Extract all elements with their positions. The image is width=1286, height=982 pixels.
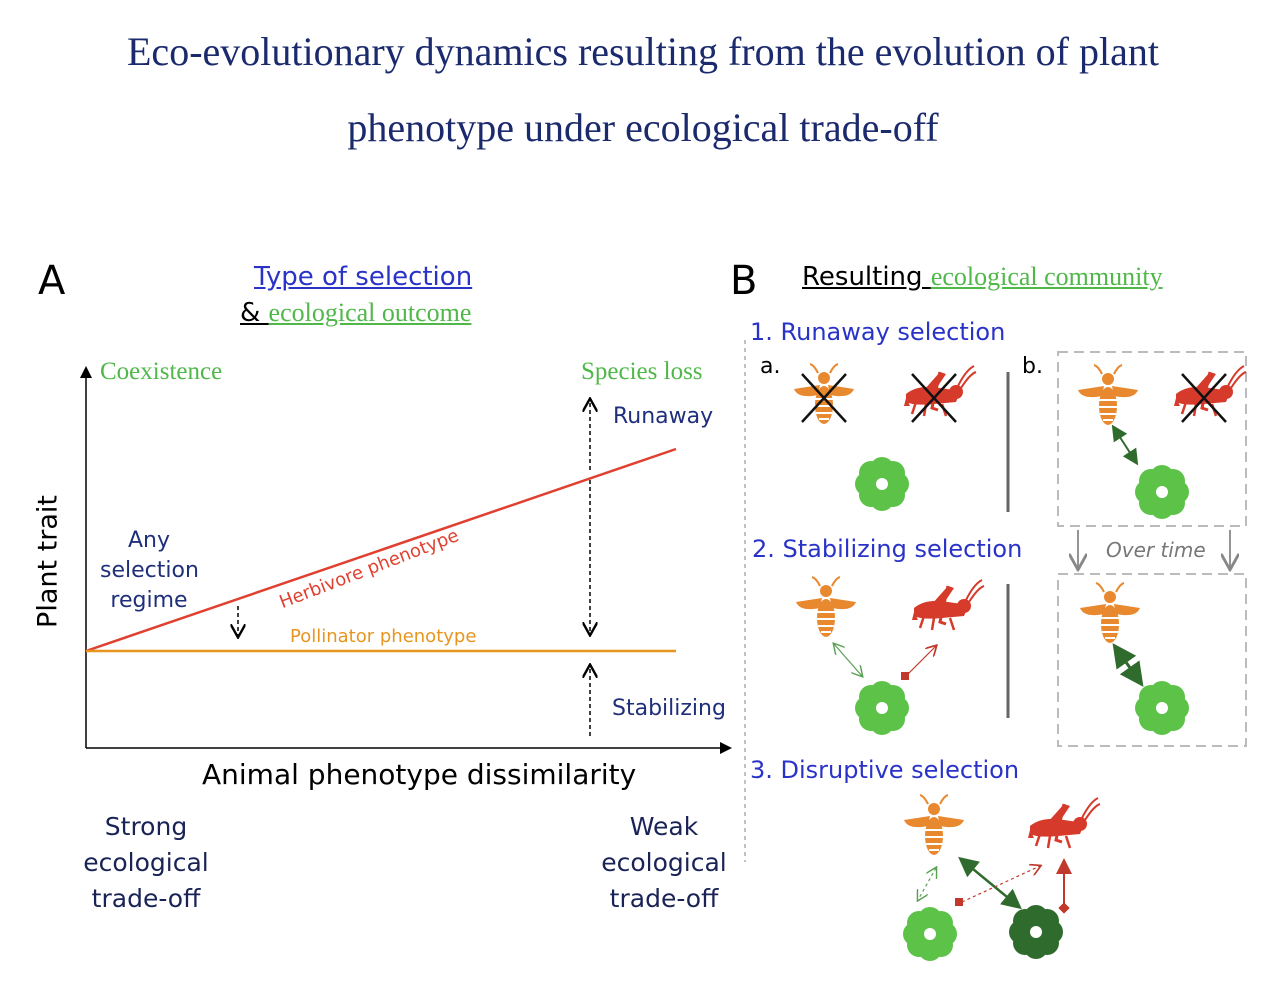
bee-icon bbox=[793, 363, 855, 425]
heading-community: ecological community bbox=[930, 262, 1163, 291]
any-regime-line1: Any bbox=[127, 528, 170, 553]
any-regime-line3: regime bbox=[110, 588, 188, 613]
any-regime-line2: selection bbox=[100, 558, 199, 583]
interaction-arrow bbox=[958, 856, 1022, 910]
flower-icon bbox=[855, 681, 909, 735]
stabilizing-selection-heading: 2. Stabilizing selection bbox=[752, 535, 1023, 563]
figure-title-line2: phenotype under ecological trade-off bbox=[347, 105, 939, 150]
species-loss-label: Species loss bbox=[581, 358, 703, 385]
grasshopper-icon bbox=[1026, 796, 1102, 850]
herbivory-arrow bbox=[961, 866, 1040, 903]
strong-tradeoff-line1: Strong bbox=[104, 812, 188, 841]
weak-tradeoff-line1: Weak bbox=[629, 812, 699, 841]
bee-icon bbox=[795, 576, 857, 638]
interaction-arrow bbox=[1112, 643, 1144, 687]
x-axis-label: Animal phenotype dissimilarity bbox=[202, 758, 637, 791]
dashed-box-stabilizing bbox=[1057, 573, 1247, 747]
runaway-selection-heading: 1. Runaway selection bbox=[750, 318, 1006, 346]
interaction-arrow bbox=[918, 868, 936, 900]
flower-icon bbox=[855, 457, 909, 511]
panel-a-heading-selection: Type of selection bbox=[254, 262, 473, 292]
panel-a-heading-outcome: ecological outcome bbox=[268, 298, 472, 327]
heading-resulting: Resulting bbox=[802, 262, 931, 292]
weak-tradeoff-line3: trade-off bbox=[609, 884, 719, 913]
over-time-label: Over time bbox=[1106, 538, 1206, 562]
sub-label-a: a. bbox=[760, 354, 781, 379]
bee-icon bbox=[1079, 582, 1141, 644]
herbivore-phenotype-line bbox=[85, 447, 677, 653]
flower-icon-dark bbox=[1009, 905, 1063, 959]
bee-icon bbox=[1077, 364, 1139, 426]
dashed-box-runaway-b bbox=[1057, 351, 1247, 527]
sub-label-b: b. bbox=[1022, 354, 1043, 379]
strong-tradeoff-line3: trade-off bbox=[91, 884, 201, 913]
herbivory-marker bbox=[1058, 902, 1070, 914]
strong-tradeoff-line2: ecological bbox=[83, 848, 209, 877]
runaway-label: Runaway bbox=[613, 404, 714, 429]
herbivory-marker bbox=[955, 898, 963, 906]
panel-b-letter: B bbox=[730, 258, 758, 304]
panel-b-heading: Resulting ecological community bbox=[802, 262, 1163, 292]
flower-icon bbox=[1135, 681, 1189, 735]
disruptive-selection-heading: 3. Disruptive selection bbox=[750, 756, 1020, 784]
weak-tradeoff-line2: ecological bbox=[601, 848, 727, 877]
coexistence-label: Coexistence bbox=[100, 358, 223, 385]
interaction-arrow bbox=[1111, 424, 1139, 466]
panel-a-heading-line2: & ecological outcome bbox=[240, 298, 471, 328]
panel-a-letter: A bbox=[38, 258, 66, 304]
herbivory-arrow bbox=[905, 646, 936, 677]
stabilizing-label: Stabilizing bbox=[612, 696, 726, 721]
figure-title-line1: Eco-evolutionary dynamics resulting from… bbox=[127, 29, 1159, 74]
flower-icon bbox=[903, 907, 957, 961]
pollinator-phenotype-label: Pollinator phenotype bbox=[290, 626, 477, 647]
heading-ampersand: & bbox=[240, 298, 269, 328]
grasshopper-icon bbox=[910, 578, 986, 632]
herbivory-marker bbox=[901, 672, 909, 680]
flower-icon bbox=[1135, 465, 1189, 519]
bee-icon bbox=[903, 794, 965, 856]
interaction-arrow bbox=[834, 644, 862, 676]
